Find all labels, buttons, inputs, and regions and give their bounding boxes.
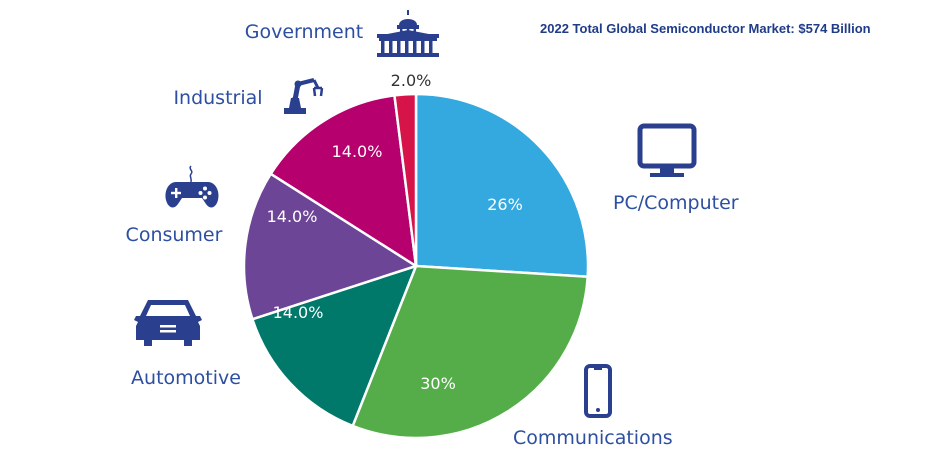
- slice-value-label: 30%: [420, 374, 456, 393]
- category-label: Communications: [513, 427, 673, 449]
- car-icon: [134, 300, 202, 346]
- monitor-icon: [637, 123, 697, 177]
- pie-slice-communications: [351, 264, 589, 440]
- chart-title: 2022 Total Global Semiconductor Market: …: [540, 21, 871, 36]
- slice-value-label: 2.0%: [391, 71, 432, 90]
- slice-value-label: 14.0%: [332, 142, 383, 161]
- slice-value-label: 26%: [487, 195, 523, 214]
- capitol-icon: [377, 10, 439, 57]
- category-label: PC/Computer: [613, 192, 739, 214]
- category-label: Government: [245, 21, 364, 43]
- smartphone-icon: [584, 364, 612, 418]
- category-labels: PC/Computer Communications Automotive Consu…: [126, 21, 739, 449]
- pie-slice-industrial: [269, 94, 418, 268]
- slice-value-label: 14.0%: [267, 207, 318, 226]
- gamepad-icon: [165, 165, 219, 208]
- slice-value-label: 14.0%: [273, 303, 324, 322]
- category-label: Industrial: [173, 87, 262, 109]
- pie-slice-consumer: [242, 172, 418, 321]
- robot-arm-icon: [284, 78, 324, 114]
- slice-value-labels: 26% 30% 14.0% 14.0% 14.0% 2.0%: [267, 71, 523, 393]
- category-label: Automotive: [131, 367, 241, 389]
- pie-slice-pc-computer: [414, 92, 590, 279]
- category-label: Consumer: [126, 224, 223, 246]
- pie-slice-government: [393, 92, 418, 268]
- pie-slices: [242, 92, 590, 440]
